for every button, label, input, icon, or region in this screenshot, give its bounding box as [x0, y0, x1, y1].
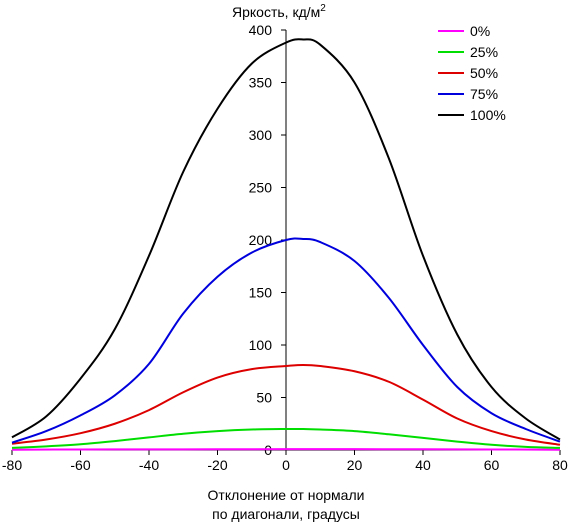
y-tick-label: 350: [249, 75, 273, 91]
legend-label: 50%: [470, 65, 498, 81]
x-tick-label: 20: [347, 457, 363, 473]
y-tick-label: 200: [249, 232, 273, 248]
series-line-75pct: [11, 237, 561, 444]
legend: 0% 25% 50% 75% 100%: [438, 23, 506, 123]
series-lines: [11, 38, 561, 451]
x-tick-label: -80: [2, 457, 22, 473]
y-tick-label: 100: [249, 337, 273, 353]
x-tick-label: 60: [484, 457, 500, 473]
series-line-25pct: [11, 427, 561, 449]
x-axis-label-line2: по диагонали, градусы: [212, 506, 360, 522]
legend-label: 25%: [470, 44, 498, 60]
y-tick-label: 400: [249, 22, 273, 38]
x-tick-label: -60: [70, 457, 90, 473]
y-tick-label: 300: [249, 127, 273, 143]
legend-label: 100%: [470, 107, 506, 123]
series-line-100pct: [11, 38, 561, 441]
x-tick-label: 0: [282, 457, 290, 473]
y-tick-label: 250: [249, 180, 273, 196]
y-tick-label: 150: [249, 285, 273, 301]
x-tick-label: -20: [207, 457, 227, 473]
series-line-50pct: [11, 363, 561, 446]
legend-label: 75%: [470, 86, 498, 102]
x-tick-label: -40: [139, 457, 159, 473]
series-line-0pct: [11, 448, 561, 451]
y-axis-label: Яркость, кд/м2: [232, 3, 326, 20]
legend-label: 0%: [470, 23, 490, 39]
axes: -80 -60 -40 -20 0 20 40 60 800501001502002503003…: [2, 22, 568, 473]
x-tick-label: 80: [552, 457, 568, 473]
y-tick-label: 50: [256, 390, 272, 406]
x-axis-label-line1: Отклонение от нормали: [208, 487, 365, 503]
x-tick-label: 40: [415, 457, 431, 473]
